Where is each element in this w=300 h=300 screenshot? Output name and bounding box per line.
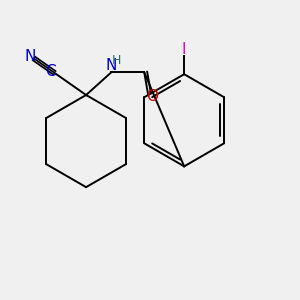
Text: N: N bbox=[24, 50, 36, 64]
Text: N: N bbox=[106, 58, 117, 73]
Text: C: C bbox=[45, 64, 56, 79]
Text: H: H bbox=[112, 54, 122, 67]
Text: O: O bbox=[146, 89, 158, 104]
Text: I: I bbox=[182, 42, 186, 57]
